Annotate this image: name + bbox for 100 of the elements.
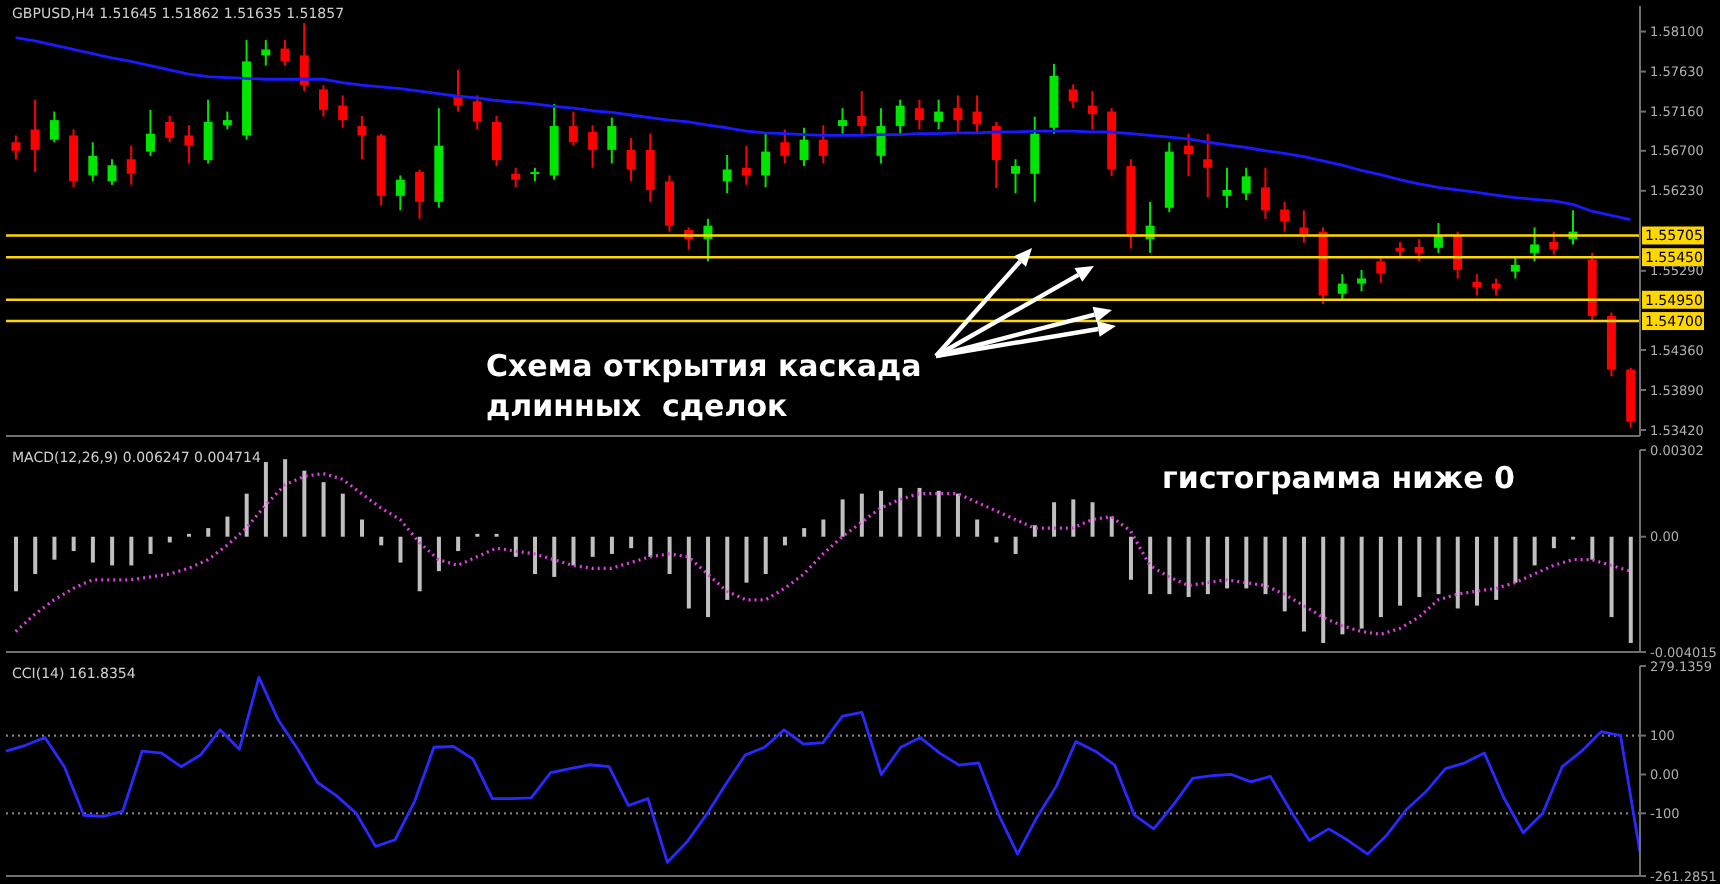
bar xyxy=(821,519,826,537)
candlestick xyxy=(838,107,847,135)
bar xyxy=(360,519,365,537)
bar xyxy=(1282,536,1287,612)
bar xyxy=(513,536,518,557)
candlestick xyxy=(1260,166,1270,220)
bar xyxy=(1032,525,1037,537)
candlestick xyxy=(511,166,521,189)
candlestick xyxy=(1357,268,1367,293)
candlestick xyxy=(607,116,617,165)
bar xyxy=(955,493,960,537)
candlestick xyxy=(1530,226,1540,263)
bar xyxy=(1436,536,1441,595)
candlestick xyxy=(1549,230,1559,256)
candlestick xyxy=(184,124,194,165)
candlestick xyxy=(1337,273,1347,301)
candlestick xyxy=(1203,132,1213,199)
candlestick xyxy=(1453,230,1463,280)
candlestick xyxy=(1087,90,1097,131)
bar xyxy=(1109,516,1114,537)
bar xyxy=(571,536,576,566)
bar xyxy=(1321,536,1326,643)
bar xyxy=(590,536,595,557)
annotation: гистограмма ниже 0 xyxy=(1162,460,1515,496)
bar xyxy=(1609,536,1614,618)
candlestick xyxy=(972,94,982,135)
candlestick xyxy=(69,128,79,189)
bar xyxy=(1340,536,1345,635)
bar xyxy=(1167,536,1172,595)
bar xyxy=(1513,536,1518,583)
bar xyxy=(398,536,403,563)
bar xyxy=(71,536,76,552)
candlestick xyxy=(1433,222,1443,254)
candlestick xyxy=(126,144,136,186)
candlestick xyxy=(30,98,40,174)
bar xyxy=(436,536,441,572)
bar xyxy=(975,519,980,537)
candlestick xyxy=(953,94,963,135)
bar xyxy=(725,536,730,600)
bar xyxy=(1628,536,1633,643)
bar xyxy=(302,470,307,537)
bar xyxy=(321,482,326,537)
candlestick xyxy=(876,107,886,165)
bar xyxy=(936,490,941,537)
candlestick xyxy=(1241,166,1251,202)
candlestick xyxy=(1030,115,1040,203)
bar xyxy=(1244,536,1249,589)
candlestick xyxy=(49,110,59,144)
bar xyxy=(148,536,153,554)
candlestick xyxy=(1184,132,1193,178)
candlestick xyxy=(203,98,213,165)
bar xyxy=(859,493,864,537)
candlestick xyxy=(491,114,501,168)
candlestick xyxy=(1376,256,1386,284)
bar xyxy=(1090,502,1095,537)
candlestick xyxy=(165,114,175,144)
bar xyxy=(1532,536,1537,566)
bar xyxy=(33,536,38,575)
candlestick xyxy=(472,94,482,131)
bar xyxy=(283,459,288,537)
candlestick xyxy=(626,136,636,183)
annotation: длинных сделок xyxy=(486,388,788,424)
bar xyxy=(1013,536,1018,554)
candlestick xyxy=(1222,166,1232,209)
bar xyxy=(840,499,845,537)
bar xyxy=(802,528,807,537)
candlestick xyxy=(261,39,271,67)
candlestick xyxy=(780,128,790,165)
bar xyxy=(1378,536,1383,618)
bar xyxy=(898,487,903,537)
candlestick xyxy=(88,141,98,183)
bar xyxy=(552,536,557,577)
line-series xyxy=(14,36,1632,222)
bar xyxy=(1263,536,1268,595)
bar xyxy=(1225,536,1230,589)
candlestick xyxy=(895,98,905,135)
candlestick xyxy=(741,144,751,186)
bar xyxy=(456,536,461,552)
candlestick xyxy=(415,168,425,220)
candlestick xyxy=(818,124,828,165)
candlestick xyxy=(338,94,348,129)
candlestick xyxy=(991,120,1001,190)
bar xyxy=(1455,536,1460,609)
candlestick xyxy=(1414,238,1424,263)
bar xyxy=(225,516,230,537)
bar xyxy=(648,536,653,557)
bar xyxy=(629,536,634,549)
candlestick xyxy=(568,110,578,147)
bar xyxy=(533,536,538,575)
bar xyxy=(263,462,268,537)
bar xyxy=(609,536,614,554)
bar xyxy=(763,536,768,575)
bar xyxy=(52,536,57,560)
bar xyxy=(1474,536,1479,606)
bar xyxy=(686,536,691,609)
candlestick xyxy=(1472,273,1482,297)
bar xyxy=(340,493,345,537)
candlestick xyxy=(665,174,674,233)
bar xyxy=(1494,536,1499,600)
candlestick xyxy=(761,132,771,189)
